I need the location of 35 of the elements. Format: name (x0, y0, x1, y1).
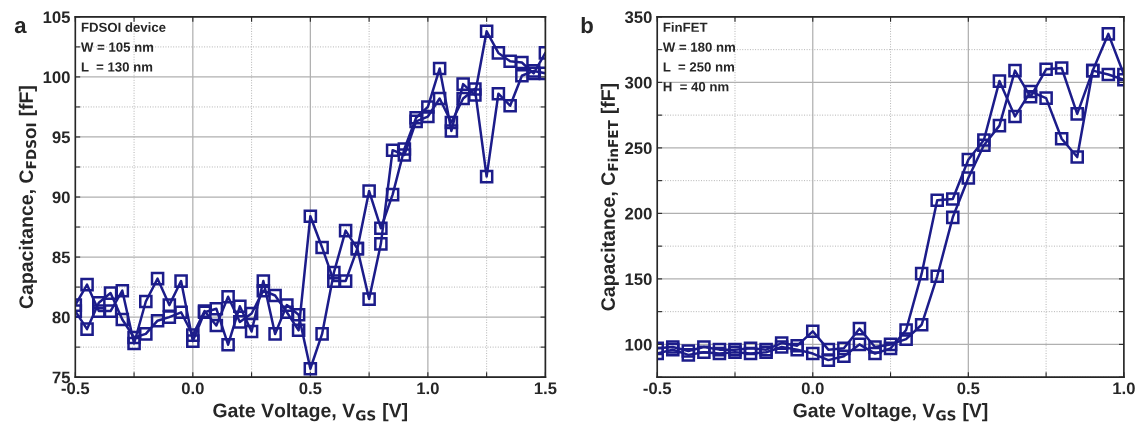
y-axis-title: Capacitance, C$_{FinFET}$ [fF] (600, 83, 619, 311)
x-tick-label: 0.0 (801, 382, 824, 395)
y-tick-label: 250 (625, 142, 652, 155)
x-tick-label: 1.0 (417, 382, 439, 395)
x-tick-label: 0.5 (957, 382, 980, 395)
annotation: L = 250 nm (663, 62, 734, 72)
chart-title: a (14, 21, 27, 34)
y-tick-label: 100 (625, 338, 652, 351)
x-tick-label: -0.5 (643, 382, 672, 395)
y-tick-label: 90 (52, 191, 70, 204)
y-tick-label: 105 (43, 11, 70, 24)
annotation: FinFET (663, 22, 708, 32)
y-tick-label: 80 (52, 311, 70, 324)
y-axis-title: Capacitance, C$_{FDSOI}$ [fF] (18, 86, 37, 309)
y-tick-label: 75 (52, 371, 70, 384)
x-tick-label: -0.5 (61, 382, 90, 395)
x-axis-title: Gate Voltage, V$_{GS}$ [V] (793, 403, 988, 422)
annotation: H = 40 nm (663, 82, 729, 92)
x-axis-title: Gate Voltage, V$_{GS}$ [V] (213, 403, 408, 422)
annotation: L = 130 nm (81, 62, 153, 72)
annotation: FDSOI device (81, 22, 166, 32)
y-tick-label: 95 (52, 131, 70, 144)
x-tick-label: 1.0 (1113, 382, 1135, 395)
y-tick-label: 150 (625, 273, 652, 286)
y-tick-label: 200 (625, 207, 652, 220)
x-tick-label: 1.5 (534, 382, 557, 395)
chart-title: b (581, 16, 593, 34)
x-tick-label: 0.0 (181, 382, 204, 395)
y-tick-label: 100 (43, 71, 70, 84)
x-tick-label: 0.5 (299, 382, 322, 395)
y-tick-label: 350 (624, 11, 652, 24)
annotation: W = 180 nm (662, 42, 735, 52)
y-tick-label: 300 (624, 76, 652, 89)
y-tick-label: 85 (52, 251, 70, 264)
annotation: W = 105 nm (80, 42, 154, 52)
